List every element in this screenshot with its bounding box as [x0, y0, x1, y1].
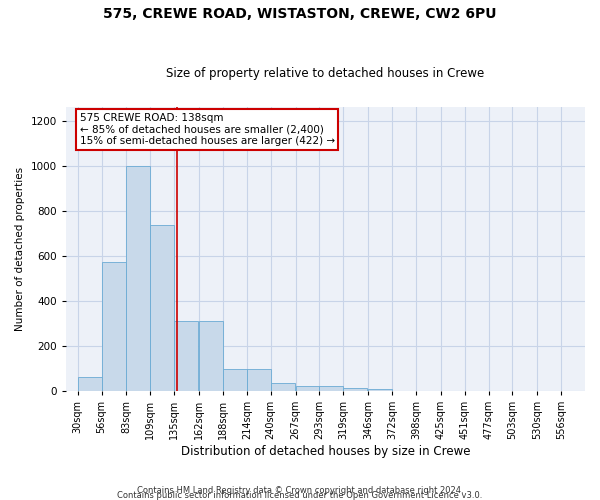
Bar [296, 386, 319, 390]
Bar [223, 369, 247, 390]
Bar [78, 378, 101, 390]
Bar [127, 166, 151, 390]
Text: 575 CREWE ROAD: 138sqm
← 85% of detached houses are smaller (2,400)
15% of semi-: 575 CREWE ROAD: 138sqm ← 85% of detached… [80, 112, 335, 146]
Bar [199, 321, 223, 390]
Title: Size of property relative to detached houses in Crewe: Size of property relative to detached ho… [166, 66, 485, 80]
X-axis label: Distribution of detached houses by size in Crewe: Distribution of detached houses by size … [181, 444, 470, 458]
Bar [319, 386, 343, 390]
Bar [151, 225, 174, 390]
Text: Contains public sector information licensed under the Open Government Licence v3: Contains public sector information licen… [118, 491, 482, 500]
Bar [343, 388, 367, 390]
Text: 575, CREWE ROAD, WISTASTON, CREWE, CW2 6PU: 575, CREWE ROAD, WISTASTON, CREWE, CW2 6… [103, 8, 497, 22]
Bar [101, 262, 125, 390]
Bar [174, 321, 198, 390]
Bar [247, 369, 271, 390]
Y-axis label: Number of detached properties: Number of detached properties [15, 166, 25, 331]
Bar [271, 383, 295, 390]
Text: Contains HM Land Registry data © Crown copyright and database right 2024.: Contains HM Land Registry data © Crown c… [137, 486, 463, 495]
